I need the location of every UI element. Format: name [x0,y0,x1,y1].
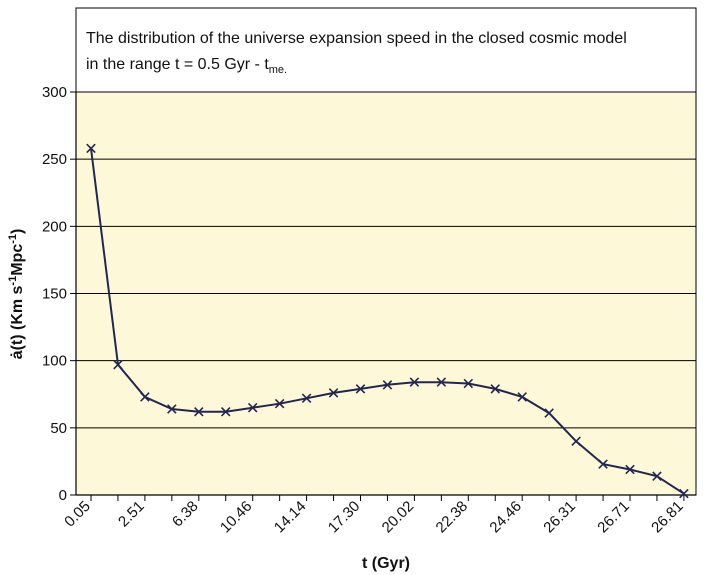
data-point-5 [220,406,231,417]
data-point-2 [140,392,150,402]
x-tick-label-6.38: 6.38 [169,498,202,531]
data-point-14 [463,378,474,389]
data-point-9 [328,388,339,398]
x-tick-label-22.38: 22.38 [433,498,472,537]
data-point-8 [301,393,312,404]
data-point-13 [436,377,447,387]
x-tick-label-26.81: 26.81 [648,498,687,537]
y-tick-label-150: 150 [42,286,67,303]
data-point-10 [355,384,366,394]
data-point-11 [382,380,393,390]
data-point-15 [490,384,501,394]
data-point-20 [625,464,635,475]
data-point-7 [274,398,285,409]
data-point-18 [571,436,581,447]
y-tick-label-0: 0 [59,487,67,504]
data-point-16 [517,392,527,402]
y-axis-label: ȧ(t) (Km s-1Mpc-1) [7,229,26,360]
x-tick-label-26.71: 26.71 [594,498,633,537]
chart-title-line-1: The distribution of the universe expansi… [86,30,627,47]
data-point-3 [167,404,177,414]
data-point-22 [679,488,689,499]
x-tick-label-17.30: 17.30 [325,498,364,537]
y-tick-label-300: 300 [42,84,67,101]
x-tick-label-2.51: 2.51 [115,498,148,531]
data-point-4 [194,406,204,417]
x-tick-label-24.46: 24.46 [486,498,525,537]
x-tick-label-20.02: 20.02 [379,498,418,537]
x-tick-label-10.46: 10.46 [217,498,256,537]
x-axis-label: t (Gyr) [362,555,410,572]
x-tick-label-14.14: 14.14 [271,498,310,537]
data-point-12 [409,377,420,387]
data-point-19 [598,459,608,469]
x-tick-label-26.31: 26.31 [540,498,579,537]
data-point-21 [652,471,662,481]
data-point-17 [544,408,554,418]
y-tick-label-50: 50 [50,420,67,437]
y-tick-label-200: 200 [42,218,67,235]
title-box: The distribution of the universe expansi… [75,7,697,93]
data-point-1 [113,359,123,370]
y-tick-label-100: 100 [42,353,67,370]
data-point-6 [247,402,258,413]
chart-title-line-2: in the range t = 0.5 Gyr - tme. [86,56,287,76]
data-point-0 [86,143,96,154]
y-tick-label-250: 250 [42,151,67,168]
